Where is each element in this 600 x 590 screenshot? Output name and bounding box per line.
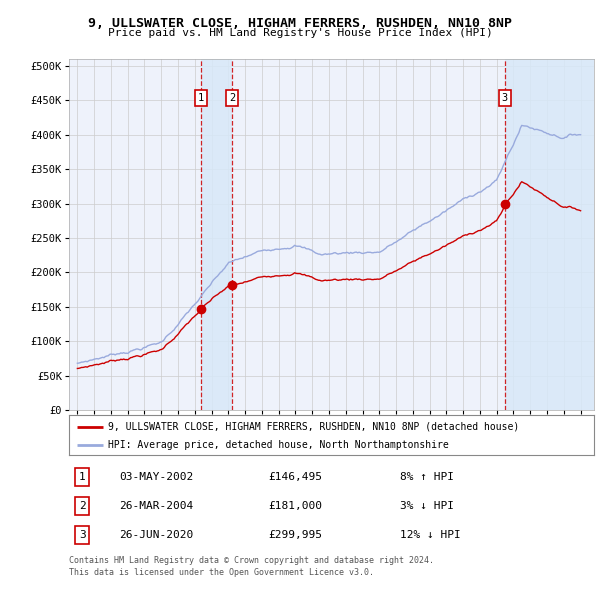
Text: 26-MAR-2004: 26-MAR-2004 xyxy=(119,501,193,511)
Text: 12% ↓ HPI: 12% ↓ HPI xyxy=(400,530,461,540)
Bar xyxy=(505,59,594,410)
Bar xyxy=(200,59,232,410)
Text: 8% ↑ HPI: 8% ↑ HPI xyxy=(400,471,454,481)
Text: £299,995: £299,995 xyxy=(269,530,323,540)
Text: 3: 3 xyxy=(502,93,508,103)
Text: This data is licensed under the Open Government Licence v3.0.: This data is licensed under the Open Gov… xyxy=(69,568,374,576)
Text: HPI: Average price, detached house, North Northamptonshire: HPI: Average price, detached house, Nort… xyxy=(109,441,449,450)
Text: 3: 3 xyxy=(79,530,86,540)
Text: Contains HM Land Registry data © Crown copyright and database right 2024.: Contains HM Land Registry data © Crown c… xyxy=(69,556,434,565)
Text: 03-MAY-2002: 03-MAY-2002 xyxy=(119,471,193,481)
Text: 9, ULLSWATER CLOSE, HIGHAM FERRERS, RUSHDEN, NN10 8NP: 9, ULLSWATER CLOSE, HIGHAM FERRERS, RUSH… xyxy=(88,17,512,30)
Text: 2: 2 xyxy=(79,501,86,511)
Text: 3% ↓ HPI: 3% ↓ HPI xyxy=(400,501,454,511)
Text: £146,495: £146,495 xyxy=(269,471,323,481)
Text: 9, ULLSWATER CLOSE, HIGHAM FERRERS, RUSHDEN, NN10 8NP (detached house): 9, ULLSWATER CLOSE, HIGHAM FERRERS, RUSH… xyxy=(109,422,520,432)
Text: 2: 2 xyxy=(229,93,235,103)
Text: 1: 1 xyxy=(197,93,204,103)
Text: Price paid vs. HM Land Registry's House Price Index (HPI): Price paid vs. HM Land Registry's House … xyxy=(107,28,493,38)
Text: 26-JUN-2020: 26-JUN-2020 xyxy=(119,530,193,540)
Text: 1: 1 xyxy=(79,471,86,481)
Text: £181,000: £181,000 xyxy=(269,501,323,511)
